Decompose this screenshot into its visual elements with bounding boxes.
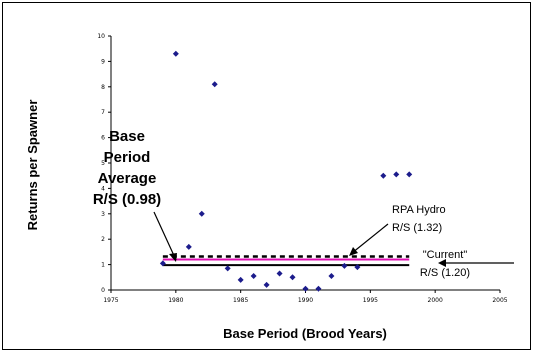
data-point	[211, 81, 218, 88]
y-tick-label: 8	[101, 84, 105, 91]
data-point	[380, 172, 387, 179]
x-tick-label: 1975	[103, 297, 118, 304]
y-tick-label: 9	[101, 58, 105, 65]
y-axis-ticks: 0 1 2 3 4 5 6 7 8 9 10	[97, 33, 111, 294]
annotation-base-arrowhead	[169, 253, 177, 262]
data-point	[237, 276, 244, 283]
annotation-rpa-arrowhead	[349, 247, 358, 256]
annotation-base-line-4: R/S (0.98)	[93, 191, 161, 208]
x-tick-label: 2000	[428, 297, 443, 304]
x-tick-label: 2005	[492, 297, 507, 304]
y-axis-title: Returns per Spawner	[25, 100, 40, 231]
data-point	[172, 50, 179, 57]
x-axis-ticks: 1975 1980 1985 1990 1995 2000 2005	[103, 290, 508, 304]
data-point	[289, 274, 296, 281]
y-tick-label: 6	[101, 135, 105, 142]
x-tick-label: 1990	[298, 297, 313, 304]
y-tick-label: 4	[101, 185, 105, 192]
data-point	[341, 262, 348, 269]
reference-lines	[162, 255, 410, 267]
y-tick-label: 10	[97, 33, 105, 40]
data-point	[302, 285, 309, 292]
data-point	[250, 273, 257, 280]
annotation-current-line-2: R/S (1.20)	[420, 267, 470, 279]
x-tick-label: 1995	[363, 297, 378, 304]
annotation-current-line-1: "Current"	[423, 249, 468, 261]
x-tick-label: 1980	[168, 297, 183, 304]
y-tick-label: 0	[101, 287, 105, 294]
annotation-base-line-1: Base	[109, 128, 145, 145]
annotation-rpa-line-2: R/S (1.32)	[392, 222, 442, 234]
annotation-base-period-average: Base Period Average R/S (0.98)	[93, 128, 177, 262]
data-point	[315, 285, 322, 292]
data-point	[406, 171, 413, 178]
data-point	[263, 281, 270, 288]
chart-frame	[2, 2, 531, 350]
y-tick-label: 3	[101, 211, 105, 218]
data-point	[198, 210, 205, 217]
data-point	[224, 265, 231, 272]
y-tick-label: 1	[101, 262, 105, 269]
annotation-rpa-hydro: RPA Hydro R/S (1.32)	[349, 204, 446, 256]
y-tick-label: 2	[101, 236, 105, 243]
data-point	[185, 243, 192, 250]
data-point	[159, 260, 166, 267]
x-axis-title: Base Period (Brood Years)	[223, 326, 387, 341]
annotation-current: "Current" R/S (1.20)	[420, 249, 514, 279]
y-tick-label: 7	[101, 109, 105, 116]
data-point	[354, 264, 361, 271]
y-tick-label: 5	[101, 160, 105, 167]
annotation-rpa-arrow	[351, 223, 389, 254]
data-point	[328, 273, 335, 280]
x-tick-label: 1985	[233, 297, 248, 304]
data-point	[393, 171, 400, 178]
annotation-base-line-3: Average	[98, 170, 157, 187]
data-point	[276, 270, 283, 277]
annotation-current-arrowhead	[438, 259, 446, 267]
data-points	[159, 50, 413, 292]
annotation-rpa-line-1: RPA Hydro	[392, 204, 446, 216]
annotation-base-arrow	[153, 211, 177, 261]
annotation-base-line-2: Period	[104, 149, 151, 166]
